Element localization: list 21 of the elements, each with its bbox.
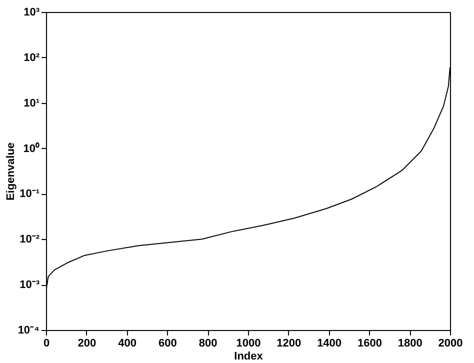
- x-tick-label: 1400: [317, 338, 342, 350]
- y-tick-label: 10⁻⁴: [18, 324, 40, 336]
- x-tick-label: 1600: [357, 338, 382, 350]
- x-tick-label: 0: [43, 338, 50, 350]
- x-tick-label: 800: [198, 338, 218, 350]
- x-tick-label: 1800: [398, 338, 422, 350]
- x-tick-label: 2000: [438, 338, 463, 350]
- x-tick-label: 200: [78, 338, 96, 350]
- x-tick-label: 600: [158, 338, 177, 350]
- x-tick-label: 1200: [276, 338, 302, 350]
- y-tick-label: 10⁻²: [20, 234, 40, 246]
- y-tick-label: 10⁰: [23, 142, 40, 155]
- y-tick-label: 10⁻³: [20, 279, 40, 292]
- x-tick-label: 1000: [236, 338, 261, 350]
- y-tick-label: 10⁻¹: [20, 188, 40, 200]
- y-tick-label: 10²: [24, 52, 40, 64]
- x-tick-label: 400: [118, 338, 136, 350]
- y-axis-title: Eigenvalue: [4, 142, 17, 201]
- y-tick-label: 10¹: [24, 97, 40, 110]
- x-axis-title: Index: [234, 350, 264, 362]
- y-tick-label: 10³: [24, 6, 40, 18]
